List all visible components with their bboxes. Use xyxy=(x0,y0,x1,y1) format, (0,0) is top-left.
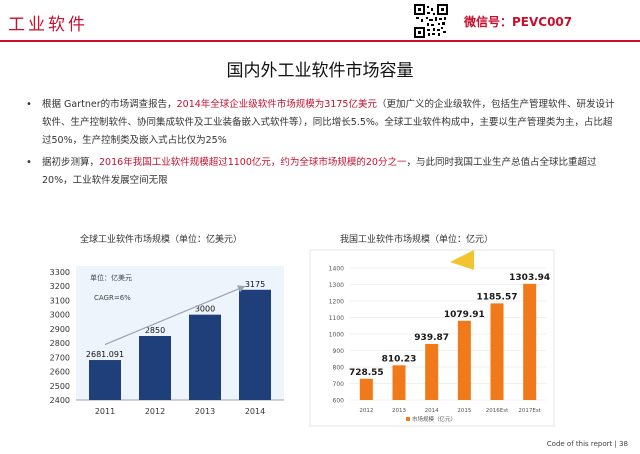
data-label: 2850 xyxy=(145,326,165,335)
y-tick-label: 900 xyxy=(333,348,345,355)
bar-2013 xyxy=(189,314,221,400)
y-tick-label: 1400 xyxy=(329,266,344,273)
cagr-annotation: CAGR=6% xyxy=(94,294,131,302)
x-tick-label: 2017Est xyxy=(518,408,541,414)
header-title: 工业软件 xyxy=(8,15,88,35)
decorative-triangle xyxy=(450,250,474,270)
bar-2013 xyxy=(392,365,406,400)
page-title: 国内外工业软件市场容量 xyxy=(226,61,414,81)
bar-2014 xyxy=(425,343,439,400)
legend-swatch xyxy=(406,417,410,421)
unit-label: 单位：亿美元 xyxy=(90,273,132,282)
y-tick-label: 3000 xyxy=(50,311,70,320)
data-label: 3175 xyxy=(245,280,265,289)
y-tick-label: 3100 xyxy=(50,296,70,305)
x-tick-label: 2014 xyxy=(425,408,439,414)
y-tick-label: 2700 xyxy=(50,353,70,362)
y-tick-label: 2500 xyxy=(50,382,70,391)
x-tick-label: 2011 xyxy=(95,407,115,416)
x-tick-label: 2014 xyxy=(245,407,265,416)
bar-2014 xyxy=(239,289,271,400)
y-tick-label: 2900 xyxy=(50,325,70,334)
header-divider xyxy=(0,40,640,42)
y-tick-label: 1000 xyxy=(329,332,344,339)
y-tick-label: 3300 xyxy=(50,268,70,277)
bullet-text: ，与此同时我国工业生产总值占全球比重超过20%，工业软件发展空间无限 xyxy=(42,157,597,186)
bullet-highlight: 2016年我国工业软件规模超过1100亿元，约为全球市场规模的20分之一 xyxy=(99,157,407,168)
bar-2017Est xyxy=(523,283,537,400)
y-tick-label: 3200 xyxy=(50,282,70,291)
bullet-text: 根据 Gartner的市场调查报告， xyxy=(42,99,177,110)
y-tick-label: 1200 xyxy=(329,299,344,306)
trend-arrow-head xyxy=(237,285,245,293)
bar-2016Est xyxy=(490,303,504,400)
bar-2012 xyxy=(139,336,171,400)
data-label: 1079.91 xyxy=(444,310,485,320)
bullet-marker: • xyxy=(26,99,32,110)
bar-2015 xyxy=(457,320,471,400)
data-label: 1185.57 xyxy=(477,292,518,302)
bar-2012 xyxy=(359,378,373,400)
bullet-highlight: 2014年全球企业级软件市场规模为3175亿美元 xyxy=(176,99,377,110)
bullet-text: 据初步测算， xyxy=(42,157,100,168)
data-label: 939.87 xyxy=(414,333,449,343)
bullet-item-global-market: • 根据 Gartner的市场调查报告，2014年全球企业级软件市场规模为317… xyxy=(26,96,618,150)
data-label: 3000 xyxy=(195,305,215,314)
trend-arrow xyxy=(104,285,246,346)
legend-label: 市场规模（亿元） xyxy=(412,415,456,423)
bullet-text: （更加广义的企业级软件，包括生产管理软件、研发设计软件、生产控制软件、协同集成软… xyxy=(42,99,615,146)
x-tick-label: 2012 xyxy=(359,408,373,414)
x-tick-label: 2013 xyxy=(195,407,215,416)
data-label: 2681.091 xyxy=(86,350,124,359)
x-tick-label: 2012 xyxy=(145,407,165,416)
qr-code-icon xyxy=(414,4,448,38)
china-chart-title: 我国工业软件市场规模（单位：亿元） xyxy=(340,235,494,245)
bullet-list: • 根据 Gartner的市场调查报告，2014年全球企业级软件市场规模为317… xyxy=(26,96,618,194)
y-tick-label: 2400 xyxy=(50,396,70,405)
y-tick-label: 800 xyxy=(333,365,345,372)
data-label: 1303.94 xyxy=(509,273,550,283)
global-market-chart: 2400 2500 2600 2700 2800 2900 3000 3100 3200 3300… xyxy=(50,266,284,416)
y-tick-label: 1100 xyxy=(329,315,344,322)
china-market-chart: 600 700 800 900 1000 1100 1200 1300 1400 728.55 20… xyxy=(309,249,555,427)
bullet-item-china-market: • 据初步测算，2016年我国工业软件规模超过1100亿元，约为全球市场规模的2… xyxy=(26,154,618,190)
bar-2011 xyxy=(89,360,121,400)
data-label: 728.55 xyxy=(349,368,384,378)
data-label: 810.23 xyxy=(382,354,417,364)
page-footer: Code of this report | 38 xyxy=(546,440,628,448)
global-chart-title: 全球工业软件市场规模（单位：亿美元） xyxy=(80,235,243,245)
y-tick-label: 600 xyxy=(333,398,345,405)
x-tick-label: 2015 xyxy=(457,408,471,414)
y-tick-label: 2800 xyxy=(50,339,70,348)
bullet-marker: • xyxy=(26,157,32,168)
y-tick-label: 2600 xyxy=(50,368,70,377)
y-tick-label: 1300 xyxy=(329,282,344,289)
x-tick-label: 2013 xyxy=(392,408,406,414)
wechat-id-label: 微信号：PEVC007 xyxy=(464,15,573,29)
x-tick-label: 2016Est xyxy=(486,408,509,414)
y-tick-label: 700 xyxy=(333,381,345,388)
